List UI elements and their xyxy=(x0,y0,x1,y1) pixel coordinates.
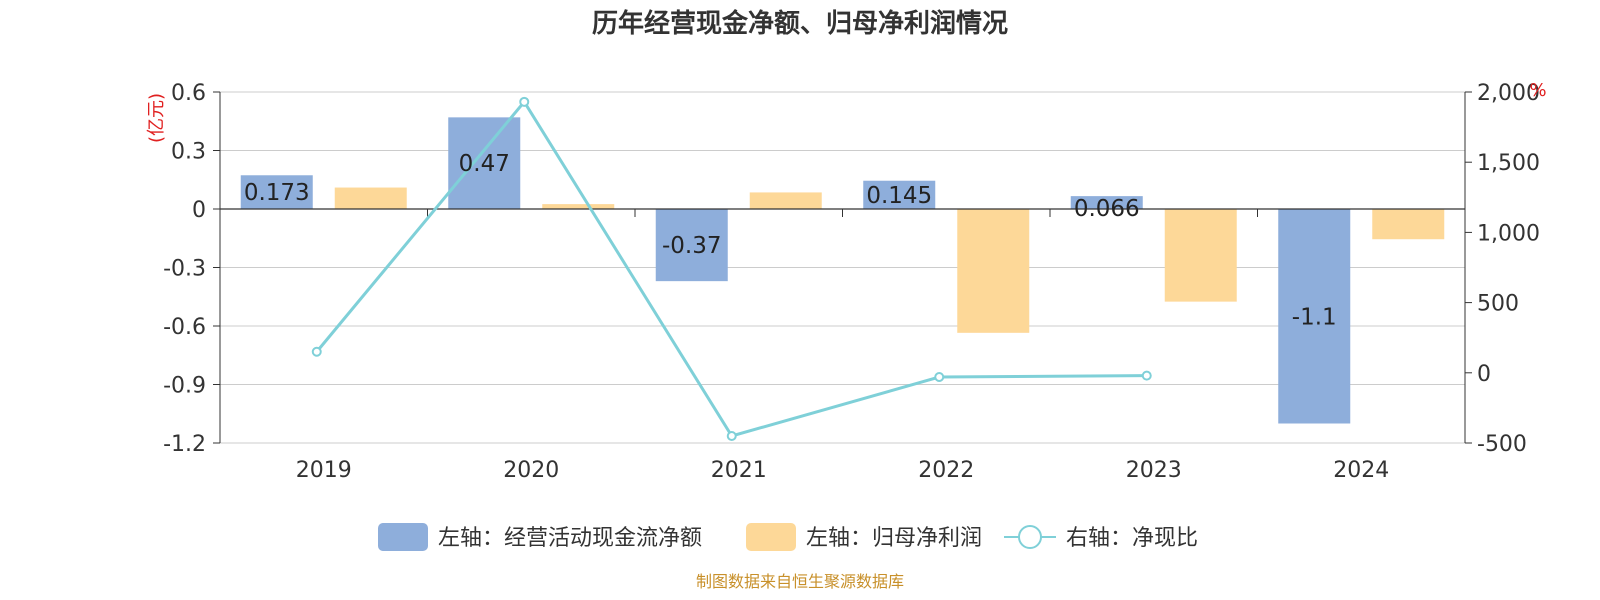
y-left-tick-label: 0.6 xyxy=(171,81,206,106)
line-series xyxy=(311,96,1152,441)
y-left-tick-label: -1.2 xyxy=(163,432,206,457)
y-left-tick-label: 0 xyxy=(192,198,206,223)
legend-swatch xyxy=(746,523,796,551)
legend-label: 左轴：归母净利润 xyxy=(806,526,982,551)
x-tick-label: 2023 xyxy=(1126,458,1182,483)
legend-swatch xyxy=(378,523,428,551)
y-left-unit: (亿元) xyxy=(146,93,167,143)
bars xyxy=(240,117,1445,424)
legend-label: 右轴：净现比 xyxy=(1066,526,1198,551)
bar-data-label: 0.47 xyxy=(459,151,510,177)
bar-operating-cash-flow xyxy=(863,180,936,209)
bar-data-label: 0.066 xyxy=(1074,196,1140,222)
y-right-tick-label: 1,500 xyxy=(1477,151,1540,176)
line-point xyxy=(519,96,530,107)
bar-operating-cash-flow xyxy=(1070,196,1143,209)
bar-operating-cash-flow xyxy=(1278,209,1351,424)
legend-marker xyxy=(1018,525,1042,549)
grid xyxy=(220,91,1465,444)
axes: 0.6 0.3 0 -0.3 -0.6 -0.9 -1.2 2,000 1,500 1,000 50… xyxy=(146,80,1547,483)
y-right-tick-label: 500 xyxy=(1477,292,1519,317)
x-tick-label: 2024 xyxy=(1333,458,1389,483)
bar-net-profit xyxy=(1164,209,1237,302)
line-point xyxy=(311,346,322,357)
bar-operating-cash-flow xyxy=(655,209,728,282)
y-left-tick-label: -0.3 xyxy=(163,257,206,282)
bar-operating-cash-flow xyxy=(240,175,313,209)
bar-net-profit xyxy=(1372,209,1445,240)
y-left-tick-label: -0.9 xyxy=(163,374,206,399)
line-point xyxy=(1141,370,1152,381)
bar-data-label: -0.37 xyxy=(662,233,722,259)
source-note: 制图数据来自恒生聚源数据库 xyxy=(696,572,904,591)
x-tick-label: 2022 xyxy=(918,458,974,483)
legend-label: 左轴：经营活动现金流净额 xyxy=(438,526,702,551)
bar-data-label: 0.145 xyxy=(866,183,932,209)
bar-data-label: -1.1 xyxy=(1292,304,1337,330)
bar-net-profit xyxy=(334,187,407,209)
y-left-tick-label: 0.3 xyxy=(171,140,206,165)
y-right-tick-label: 0 xyxy=(1477,362,1491,387)
bar-net-profit xyxy=(542,204,615,209)
bar-net-profit xyxy=(749,192,822,209)
y-left-tick-label: -0.6 xyxy=(163,315,206,340)
chart-title: 历年经营现金净额、归母净利润情况 xyxy=(592,8,1008,39)
y-right-tick-label: -500 xyxy=(1477,432,1527,457)
line-point xyxy=(726,430,737,441)
bar-data-label: 0.173 xyxy=(244,180,310,206)
bar-operating-cash-flow xyxy=(448,117,521,209)
x-tick-label: 2021 xyxy=(711,458,767,483)
line-point xyxy=(934,372,945,383)
y-right-unit: % xyxy=(1529,80,1546,101)
y-right-tick-label: 1,000 xyxy=(1477,221,1540,246)
x-tick-label: 2019 xyxy=(296,458,352,483)
data-labels: 0.173 0.47 -0.37 0.145 0.066 -1.1 xyxy=(244,151,1337,330)
y-right-tick-label: 2,000 xyxy=(1477,81,1540,106)
legend: 左轴：经营活动现金流净额 左轴：归母净利润 右轴：净现比 xyxy=(378,523,1198,551)
bar-net-profit xyxy=(957,209,1030,333)
x-tick-label: 2020 xyxy=(503,458,559,483)
